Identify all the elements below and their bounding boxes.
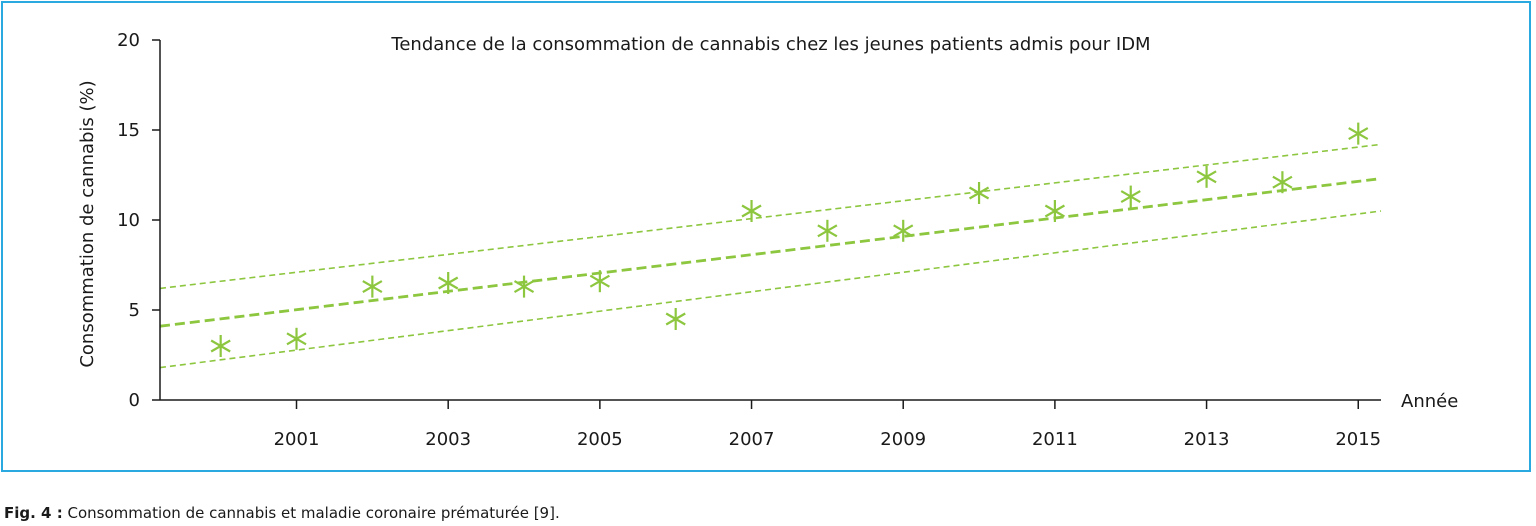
- data-point-stroke: [1272, 175, 1293, 189]
- y-axis-label: Consommation de cannabis (%): [77, 80, 98, 367]
- x-tick-label: 2003: [425, 429, 471, 450]
- data-point: [438, 272, 459, 294]
- data-points: [210, 122, 1369, 357]
- data-point-stroke: [362, 280, 383, 294]
- axes: 0 5 10 15 20 2001 2003 2005 2007 2009 2011 2013 2015: [117, 30, 1381, 450]
- data-point-stroke: [817, 224, 838, 238]
- x-tick-label: 2015: [1335, 429, 1381, 450]
- data-point: [1196, 165, 1217, 188]
- data-point-stroke: [589, 274, 610, 288]
- trend-line-group: [159, 177, 1382, 328]
- x-tick-label: 2001: [274, 429, 320, 450]
- x-axis-label: Année: [1401, 391, 1458, 412]
- chart-title: Tendance de la consommation de cannabis …: [390, 34, 1150, 55]
- data-point-stroke: [1348, 127, 1369, 141]
- data-point-stroke: [1044, 204, 1065, 218]
- data-point: [1044, 200, 1065, 222]
- x-tick-label: 2007: [729, 429, 775, 450]
- data-point-stroke: [968, 186, 990, 200]
- data-point: [665, 308, 686, 330]
- caption-text: Consommation de cannabis et maladie coro…: [67, 504, 560, 522]
- data-point: [1272, 171, 1293, 194]
- data-point: [513, 275, 535, 298]
- figure-frame: Tendance de la consommation de cannabis …: [1, 1, 1531, 472]
- trend-line: [159, 177, 1382, 328]
- data-point: [362, 275, 383, 298]
- data-point: [817, 219, 838, 242]
- data-point-stroke: [1120, 190, 1141, 204]
- data-point-stroke: [210, 339, 231, 353]
- x-tick-label: 2013: [1184, 429, 1230, 450]
- figure-caption: Fig. 4 : Consommation de cannabis et mal…: [4, 504, 560, 522]
- data-point-stroke: [893, 224, 914, 238]
- upper-bound-line: [159, 143, 1382, 290]
- y-tick-label: 5: [129, 300, 140, 321]
- data-point-stroke: [286, 332, 307, 346]
- y-tick-label: 15: [117, 120, 140, 141]
- data-point: [968, 182, 990, 204]
- data-point: [741, 200, 762, 222]
- confidence-bounds: [159, 143, 1382, 369]
- data-point: [893, 219, 914, 242]
- x-tick-label: 2009: [880, 429, 926, 450]
- scatter-chart: Tendance de la consommation de cannabis …: [77, 30, 1458, 450]
- x-tick-label: 2011: [1032, 429, 1078, 450]
- y-tick-label: 0: [129, 390, 140, 411]
- data-point: [1120, 185, 1141, 208]
- y-tick-label: 10: [117, 210, 140, 231]
- data-point: [286, 327, 307, 350]
- data-point: [210, 335, 231, 357]
- data-point-stroke: [438, 276, 459, 290]
- data-point-stroke: [1196, 170, 1217, 184]
- data-point: [1348, 122, 1369, 145]
- data-point-stroke: [665, 312, 686, 326]
- x-tick-label: 2005: [577, 429, 623, 450]
- data-point-stroke: [513, 280, 535, 294]
- caption-label: Fig. 4 :: [4, 504, 63, 522]
- y-tick-label: 20: [117, 30, 140, 51]
- lower-bound-line: [159, 210, 1382, 369]
- data-point: [589, 270, 610, 293]
- data-point-stroke: [741, 204, 762, 218]
